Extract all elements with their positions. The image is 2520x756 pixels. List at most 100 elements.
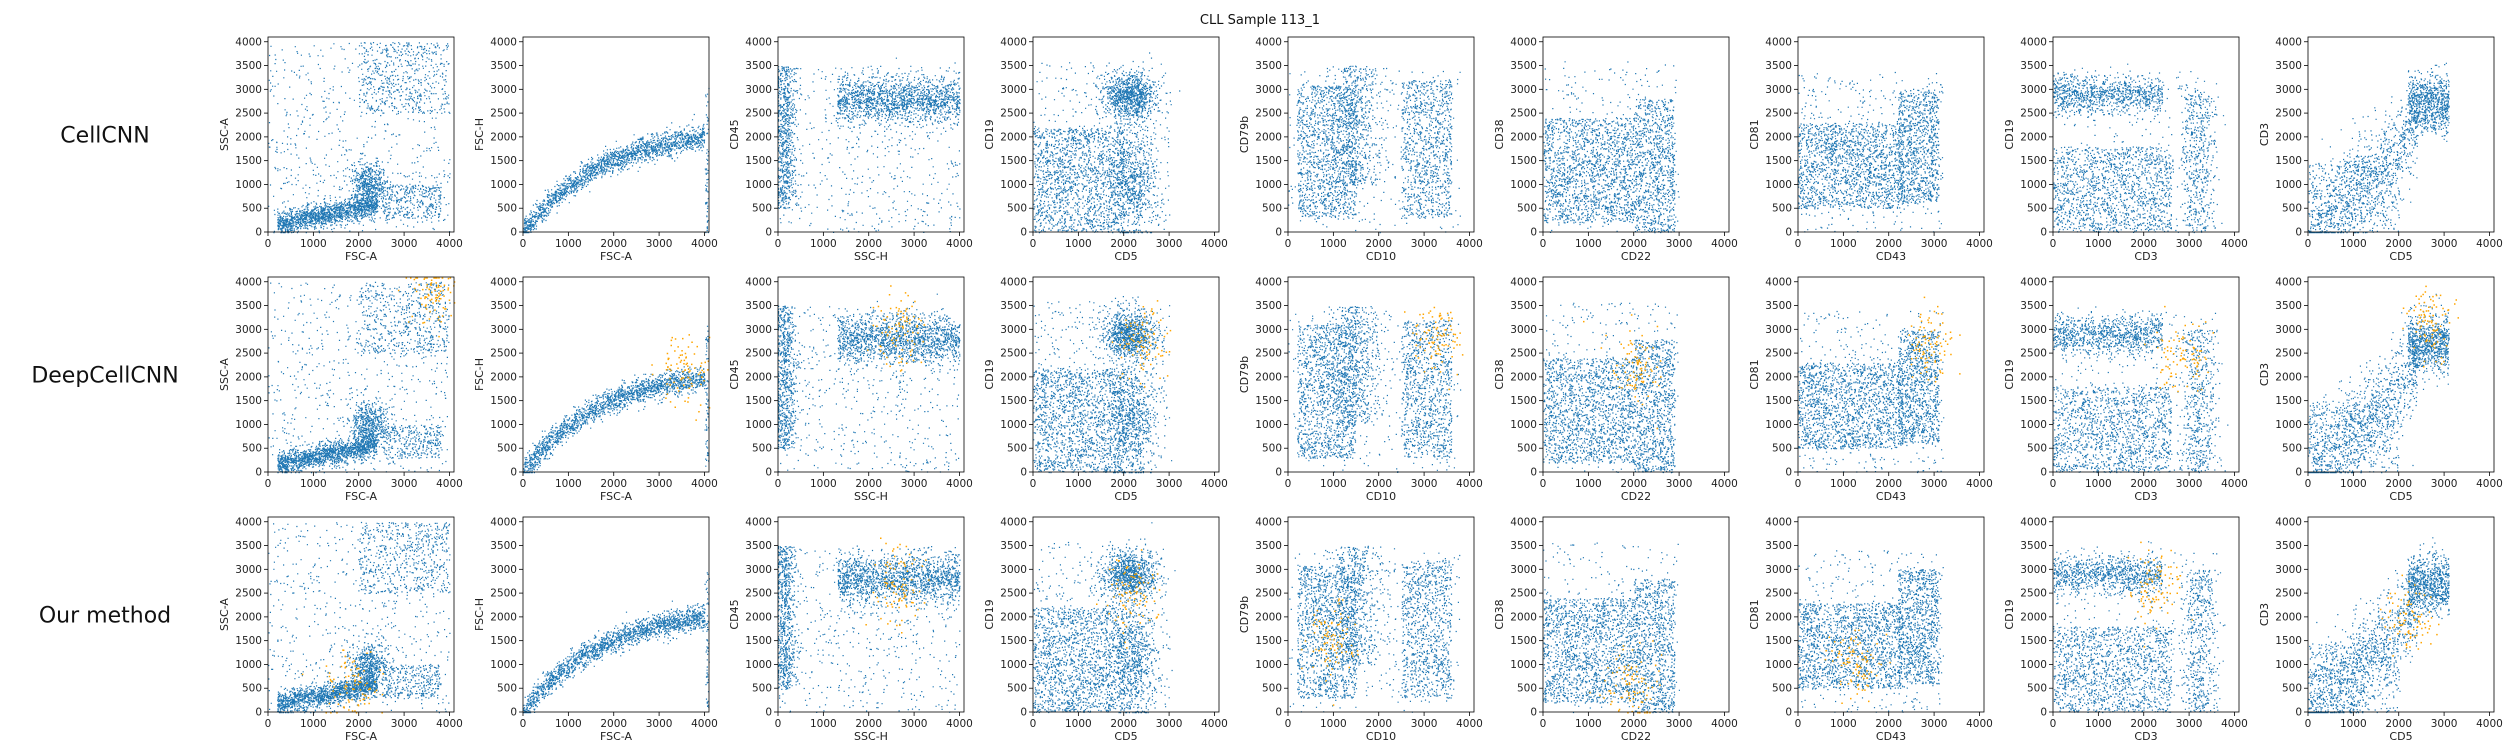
x-tick-label: 3000 <box>646 238 673 250</box>
y-tick-label: 4000 <box>1765 36 1792 48</box>
x-tick-label: 0 <box>1540 718 1547 730</box>
y-axis-label: CD19 <box>983 599 996 629</box>
y-tick-label: 2500 <box>2275 108 2302 120</box>
plot-frame <box>2052 36 2240 233</box>
x-tick-label: 4000 <box>691 478 718 490</box>
x-tick-label: 2000 <box>1875 718 1902 730</box>
y-tick-label: 4000 <box>1000 36 1027 48</box>
y-tick-label: 2500 <box>1765 108 1792 120</box>
y-axis-label: CD81 <box>1748 119 1761 149</box>
y-axis-label: CD38 <box>1493 119 1506 149</box>
y-tick-label: 0 <box>1275 707 1282 719</box>
y-tick-label: 2000 <box>745 131 772 143</box>
x-tick-label: 3000 <box>1156 238 1183 250</box>
x-tick-label: 1000 <box>300 238 327 250</box>
y-tick-label: 4000 <box>490 276 517 288</box>
y-tick-label: 1500 <box>2020 395 2047 407</box>
x-tick-label: 4000 <box>1201 478 1228 490</box>
y-tick-label: 3000 <box>1765 564 1792 576</box>
plot-frame <box>777 276 965 473</box>
y-tick-label: 0 <box>1530 467 1537 479</box>
y-tick-label: 4000 <box>490 36 517 48</box>
x-tick-label: 3000 <box>646 478 673 490</box>
y-tick-label: 1000 <box>490 659 517 671</box>
y-axis-label: FSC-H <box>473 118 486 151</box>
y-tick-label: 1500 <box>490 635 517 647</box>
x-axis-label: FSC-A <box>600 730 633 743</box>
y-tick-label: 4000 <box>235 36 262 48</box>
x-tick-label: 3000 <box>1411 478 1438 490</box>
plot-frame <box>1542 276 1730 473</box>
y-tick-label: 3000 <box>1765 84 1792 96</box>
scatter-panel-fsc-fsch: 0 500 1000 1500 2000 2500 3000 3500 4000 0 1000 200… <box>473 36 718 263</box>
y-tick-label: 1500 <box>1510 635 1537 647</box>
y-tick-label: 3000 <box>490 564 517 576</box>
x-axis-label: CD43 <box>1876 730 1906 743</box>
y-axis-label: CD19 <box>2003 599 2016 629</box>
y-tick-label: 1000 <box>1510 419 1537 431</box>
y-tick-label: 2500 <box>1255 108 1282 120</box>
y-tick-label: 3000 <box>490 84 517 96</box>
x-tick-label: 1000 <box>810 718 837 730</box>
y-tick-label: 3000 <box>1000 564 1027 576</box>
y-tick-label: 2500 <box>1765 348 1792 360</box>
y-axis-label: CD79b <box>1238 356 1251 393</box>
plot-frame <box>522 516 710 713</box>
data-points <box>1798 310 1945 474</box>
x-tick-label: 3000 <box>1666 718 1693 730</box>
x-tick-label: 1000 <box>1065 238 1092 250</box>
y-axis-label: CD38 <box>1493 599 1506 629</box>
x-tick-label: 1000 <box>2085 478 2112 490</box>
y-tick-label: 0 <box>1275 467 1282 479</box>
y-axis-label: CD19 <box>983 359 996 389</box>
y-tick-label: 3000 <box>1510 564 1537 576</box>
y-tick-label: 500 <box>242 203 262 215</box>
row-label: DeepCellCNN <box>31 364 178 389</box>
y-tick-label: 3000 <box>1765 324 1792 336</box>
y-axis-label: CD45 <box>728 599 741 629</box>
y-tick-label: 1500 <box>1510 155 1537 167</box>
scatter-panel-cd10-cd79b: 0 500 1000 1500 2000 2500 3000 3500 4000 0 1000 200… <box>1238 516 1483 743</box>
x-tick-label: 2000 <box>2385 478 2412 490</box>
y-tick-label: 4000 <box>1000 516 1027 528</box>
x-axis-label: CD22 <box>1621 490 1651 503</box>
x-axis-label: CD5 <box>1114 250 1137 263</box>
y-tick-label: 1000 <box>1510 179 1537 191</box>
x-axis-label: CD5 <box>2389 730 2412 743</box>
y-tick-label: 1000 <box>1000 419 1027 431</box>
y-tick-label: 2000 <box>2275 371 2302 383</box>
y-tick-label: 2000 <box>1765 371 1792 383</box>
row-labels: CellCNN DeepCellCNN Our method <box>31 124 178 629</box>
x-tick-label: 3000 <box>391 238 418 250</box>
x-tick-label: 4000 <box>691 238 718 250</box>
y-axis-label: CD81 <box>1748 599 1761 629</box>
y-tick-label: 2000 <box>2020 371 2047 383</box>
x-tick-label: 2000 <box>1365 478 1392 490</box>
y-tick-label: 1500 <box>2275 635 2302 647</box>
x-tick-label: 2000 <box>600 718 627 730</box>
data-points <box>1033 52 1181 234</box>
y-tick-label: 1500 <box>1765 155 1792 167</box>
y-tick-label: 500 <box>497 683 517 695</box>
y-tick-label: 1000 <box>1765 419 1792 431</box>
x-tick-label: 0 <box>775 478 782 490</box>
y-tick-label: 2500 <box>1000 108 1027 120</box>
y-tick-label: 3000 <box>2275 324 2302 336</box>
x-axis-label: CD43 <box>1876 490 1906 503</box>
x-tick-label: 1000 <box>1065 718 1092 730</box>
y-tick-label: 3000 <box>1000 324 1027 336</box>
y-tick-label: 3500 <box>2275 540 2302 552</box>
y-tick-label: 500 <box>2027 443 2047 455</box>
y-tick-label: 2500 <box>2275 348 2302 360</box>
y-tick-label: 2000 <box>1000 611 1027 623</box>
y-tick-label: 0 <box>1020 227 1027 239</box>
y-tick-label: 3500 <box>1000 60 1027 72</box>
y-tick-label: 2500 <box>1255 348 1282 360</box>
y-axis-label: CD3 <box>2258 363 2271 386</box>
y-tick-label: 4000 <box>1765 276 1792 288</box>
x-tick-label: 3000 <box>2176 718 2203 730</box>
y-tick-label: 1500 <box>235 635 262 647</box>
y-tick-label: 0 <box>1020 467 1027 479</box>
y-tick-label: 4000 <box>1000 276 1027 288</box>
scatter-panel-cd10-cd79b: 0 500 1000 1500 2000 2500 3000 3500 4000 0 1000 200… <box>1238 276 1483 503</box>
